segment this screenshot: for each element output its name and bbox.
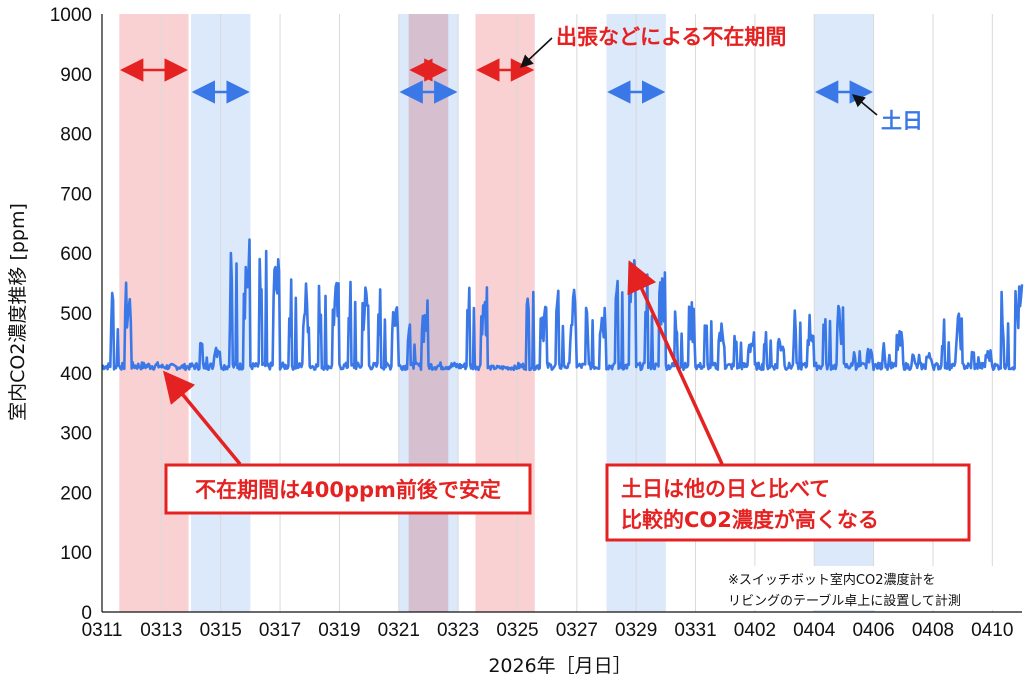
y-tick-label: 700 <box>60 184 92 205</box>
x-tick-labels: 0311 0313 0315 0317 0319 0321 0323 0325 0327 0329… <box>82 620 1014 641</box>
x-axis-title: 2026年［月日］ <box>488 655 631 677</box>
weekend-note-line2: 比較的CO2濃度が高くなる <box>621 508 879 532</box>
y-tick-label: 400 <box>60 364 92 385</box>
co2-line <box>101 238 1024 372</box>
x-tick-label: 0410 <box>971 620 1013 641</box>
absence-label-pointer <box>520 37 553 68</box>
footnote-line1: ※スイッチボット室内CO2濃度計を <box>728 572 935 588</box>
footnote-bg <box>720 566 1018 610</box>
co2-series <box>101 238 1024 372</box>
x-tick-label: 0315 <box>200 620 242 641</box>
x-tick-label: 0404 <box>793 620 836 641</box>
x-tick-label: 0313 <box>140 620 182 641</box>
y-tick-label: 100 <box>60 543 92 564</box>
x-tick-label: 0327 <box>556 620 598 641</box>
x-tick-label: 0319 <box>318 620 360 641</box>
y-tick-label: 600 <box>60 244 92 265</box>
weekend-label-pointer <box>852 94 878 116</box>
y-tick-label: 800 <box>60 125 92 146</box>
y-axis-title: 室内CO2濃度推移 [ppm] <box>7 203 29 421</box>
axes <box>101 14 1022 613</box>
y-tick-label: 200 <box>60 483 92 504</box>
x-tick-label: 0321 <box>378 620 420 641</box>
y-tick-label: 0 <box>81 603 92 624</box>
absence-note-text: 不在期間は400ppm前後で安定 <box>195 478 501 502</box>
x-tick-label: 0331 <box>674 620 716 641</box>
x-tick-label: 0311 <box>82 620 123 641</box>
y-tick-labels: 0 100 200 300 400 500 600 700 800 900 1000 <box>50 5 92 624</box>
y-tick-label: 900 <box>60 65 92 86</box>
x-tick-label: 0317 <box>259 620 301 641</box>
x-tick-label: 0325 <box>496 620 538 641</box>
x-tick-label: 0329 <box>615 620 657 641</box>
period-arrows <box>119 58 873 104</box>
absence-period-label: 出張などによる不在期間 <box>556 25 786 49</box>
footnote-line2: リビングのテーブル卓上に設置して計測 <box>728 593 961 609</box>
box2-pointer <box>627 260 724 465</box>
weekend-note-box <box>605 463 971 542</box>
y-tick-label: 300 <box>60 424 92 445</box>
weekend-note-line1: 土日は他の日と比べて <box>621 477 830 501</box>
weekend-label: 土日 <box>881 109 923 133</box>
y-tick-label: 500 <box>60 304 92 325</box>
x-tick-label: 0408 <box>912 620 954 641</box>
y-tick-label: 1000 <box>50 5 92 26</box>
x-tick-label: 0402 <box>734 620 776 641</box>
absence-note-box <box>164 463 532 515</box>
x-tick-label: 0406 <box>852 620 894 641</box>
x-tick-label: 0323 <box>437 620 479 641</box>
box1-pointer <box>162 370 242 466</box>
